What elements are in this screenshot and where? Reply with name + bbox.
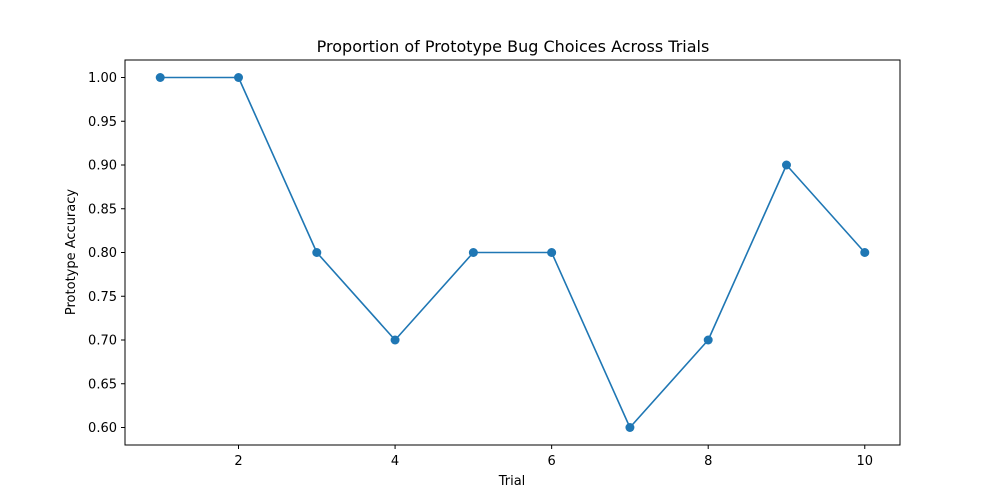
data-point [781,160,791,170]
y-axis-ticks: 0.60 0.65 0.70 0.75 0.80 0.85 0.90 0.95 1.00 [88,71,125,436]
y-tick-label: 0.85 [88,202,117,217]
data-point [390,335,400,345]
data-point [703,335,713,345]
data-point [547,248,557,257]
y-tick-label: 0.95 [88,115,117,130]
data-point [860,248,870,257]
y-axis-label: Prototype Accuracy [64,189,79,316]
y-tick-label: 0.75 [88,290,117,305]
y-tick-label: 0.80 [88,246,117,261]
data-point [155,73,165,82]
x-tick-label: 6 [548,454,556,469]
y-tick-label: 0.60 [88,421,117,436]
y-tick-label: 0.90 [88,159,117,174]
y-tick-label: 1.00 [88,71,117,86]
series-layer [155,73,870,432]
y-tick-label: 0.65 [88,377,117,392]
data-point [234,73,244,82]
x-tick-label: 10 [856,454,873,469]
data-point [312,248,322,257]
x-tick-label: 8 [704,454,712,469]
chart-title: Proportion of Prototype Bug Choices Acro… [317,37,710,56]
series-line [160,76,866,429]
data-point [468,248,478,257]
y-tick-label: 0.70 [88,334,117,349]
x-tick-label: 4 [391,454,399,469]
x-axis-ticks: 2 4 6 8 10 [234,445,873,469]
x-tick-label: 2 [234,454,242,469]
data-point [625,423,635,432]
x-axis-label: Trial [498,474,526,489]
